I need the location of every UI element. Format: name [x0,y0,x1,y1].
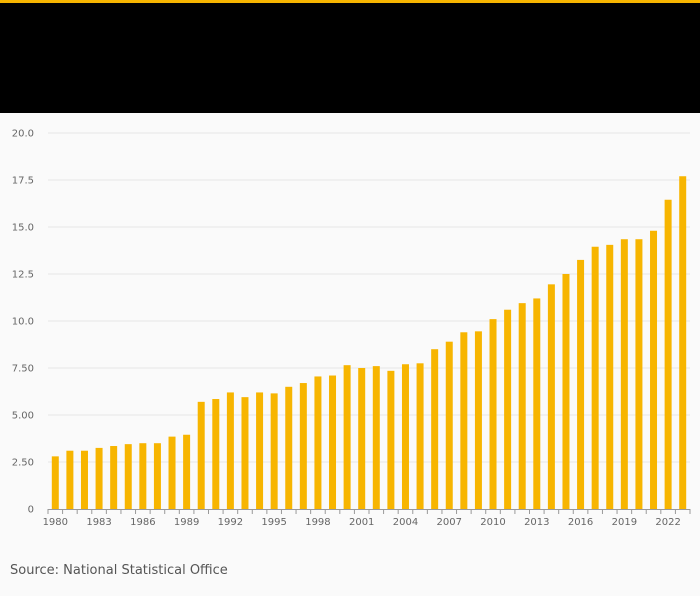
bar-2015 [562,274,570,509]
x-tick-label: 2013 [524,517,549,528]
x-tick-label: 1980 [43,517,68,528]
bar-2003 [387,370,395,509]
y-tick-label: 12.5 [12,270,34,281]
bar-1990 [197,401,205,509]
bar-1992 [226,392,234,509]
bar-1980 [51,456,59,509]
y-tick-label: 5.00 [12,411,34,422]
bar-1996 [285,386,293,509]
bar-2000 [343,365,351,509]
x-tick-label: 2016 [568,517,593,528]
bar-1981 [66,450,74,509]
bar-1986 [139,443,147,509]
bar-chart: 0 2.50 5.00 7.50 10.0 12.5 15.0 17.5 20.0 1980 198… [12,129,691,528]
bar-1997 [299,383,307,509]
x-tick-label: 1989 [174,517,199,528]
bar-2016 [577,259,585,509]
bar-2011 [504,309,512,509]
bar-2019 [620,239,628,509]
bar-2009 [474,331,482,509]
bar-2022 [664,199,672,509]
bar-1988 [168,436,176,509]
x-tick-label: 2001 [349,517,374,528]
y-tick-label: 10.0 [12,317,34,328]
bar-2001 [358,368,366,509]
bar-2004 [401,364,409,509]
bar-2007 [445,341,453,509]
bar-2005 [416,363,424,509]
bar-1993 [241,397,249,509]
bar-2010 [489,319,497,509]
bar-1983 [95,447,103,509]
bar-1982 [80,450,88,509]
x-tick-label: 2019 [612,517,637,528]
bar-2017 [591,246,599,510]
x-tick-label: 2010 [480,517,505,528]
bar-1999 [329,375,337,509]
bar-2012 [518,303,526,509]
bar-1991 [212,399,220,509]
bar-2014 [547,284,555,509]
bar-2013 [533,298,541,509]
bar-2002 [372,366,380,509]
chart-area: 0 2.50 5.00 7.50 10.0 12.5 15.0 17.5 20.0 1980 198… [0,113,700,553]
y-tick-label: 2.50 [12,458,34,469]
bar-1994 [256,392,264,509]
x-tick-label: 1983 [86,517,111,528]
bar-1995 [270,393,278,509]
y-tick-label: 17.5 [12,176,34,187]
y-tick-label: 0 [28,505,34,516]
bar-1985 [124,444,132,509]
bar-2023 [679,176,687,510]
x-tick-label: 2007 [437,517,462,528]
accent-bar [0,0,700,3]
bar-2006 [431,349,439,509]
y-tick-label: 20.0 [12,129,34,140]
x-tick-label: 1986 [130,517,155,528]
x-tick-label: 2004 [393,517,418,528]
bar-2021 [650,230,658,509]
bar-1984 [110,446,118,509]
x-tick-label: 1995 [261,517,286,528]
bar-2008 [460,332,468,509]
x-tick-label: 2022 [655,517,680,528]
y-tick-label: 7.50 [12,364,34,375]
header-band [0,3,700,113]
y-tick-label: 15.0 [12,223,34,234]
source-note: Source: National Statistical Office [10,563,228,578]
bar-2018 [606,244,614,510]
x-tick-label: 1998 [305,517,330,528]
bar-2020 [635,239,643,509]
bar-1987 [153,443,161,509]
x-tick-label: 1992 [218,517,243,528]
bar-1989 [183,434,191,509]
bar-1998 [314,376,322,509]
